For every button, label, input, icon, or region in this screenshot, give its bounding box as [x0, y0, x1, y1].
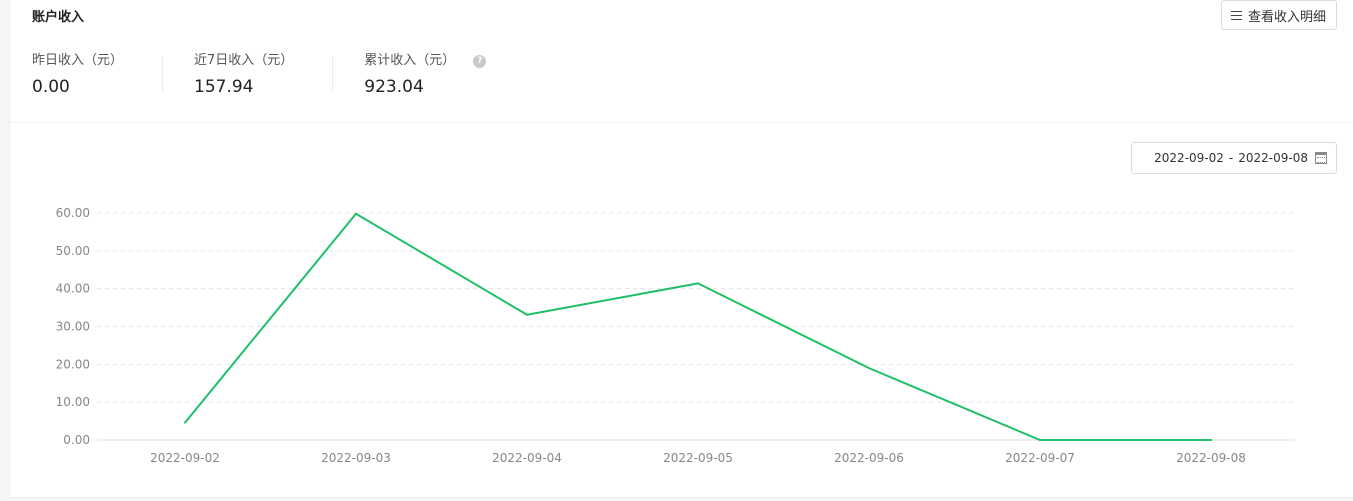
date-range-end: 2022-09-08 — [1238, 151, 1308, 165]
data-point — [1039, 439, 1041, 441]
x-tick-label: 2022-09-05 — [663, 451, 733, 465]
help-icon[interactable]: ? — [473, 54, 487, 68]
stat-yesterday: 昨日收入（元） 0.00 — [32, 52, 164, 97]
stat-value: 923.04 — [364, 77, 424, 97]
data-point — [355, 212, 357, 215]
y-tick-label: 30.00 — [56, 320, 90, 334]
section-divider — [10, 122, 1353, 123]
data-point — [697, 282, 699, 285]
income-card: 账户收入 查看收入明细 昨日收入（元） 0.00 近7日收入（元） 157.94… — [9, 0, 1353, 498]
stat-value: 0.00 — [32, 77, 70, 97]
date-range-start: 2022-09-02 — [1154, 151, 1224, 165]
y-tick-label: 0.00 — [63, 433, 90, 447]
y-tick-label: 10.00 — [56, 395, 90, 409]
card-title: 账户收入 — [32, 10, 85, 25]
data-point — [526, 313, 528, 316]
income-line-chart: 0.00 10.00 20.00 30.00 40.00 50.00 60.00 2022-0… — [56, 206, 1295, 465]
x-tick-label: 2022-09-04 — [492, 451, 562, 465]
calendar-icon — [1315, 152, 1327, 164]
x-tick-label: 2022-09-06 — [834, 451, 904, 465]
x-tick-label: 2022-09-02 — [150, 451, 220, 465]
stat-label-row: 累计收入（元） ? — [364, 52, 487, 70]
stat-label: 近7日收入（元） — [194, 53, 294, 68]
stat-label: 累计收入（元） — [364, 53, 456, 68]
x-tick-label: 2022-09-07 — [1005, 451, 1075, 465]
data-point — [1210, 439, 1212, 441]
data-point — [868, 367, 870, 370]
y-tick-label: 60.00 — [56, 206, 90, 220]
y-tick-label: 50.00 — [56, 244, 90, 258]
x-tick-label: 2022-09-08 — [1176, 451, 1246, 465]
stat-value: 157.94 — [194, 77, 254, 97]
view-income-detail-button[interactable]: 查看收入明细 — [1220, 0, 1337, 30]
income-stats: 昨日收入（元） 0.00 近7日收入（元） 157.94 累计收入（元） ? 9… — [32, 52, 557, 97]
data-point — [184, 421, 186, 424]
list-icon — [1230, 10, 1242, 20]
y-tick-label: 40.00 — [56, 282, 90, 296]
y-tick-label: 20.00 — [56, 357, 90, 371]
detail-button-label: 查看收入明细 — [1247, 9, 1326, 25]
stat-label: 昨日收入（元） — [32, 53, 124, 68]
date-range-separator: - — [1228, 151, 1234, 165]
stat-cumulative: 累计收入（元） ? 923.04 — [364, 52, 526, 97]
date-range-picker[interactable]: 2022-09-02 - 2022-09-08 — [1131, 142, 1337, 174]
x-tick-label: 2022-09-03 — [321, 451, 391, 465]
stat-last-7-days: 近7日收入（元） 157.94 — [194, 52, 334, 97]
